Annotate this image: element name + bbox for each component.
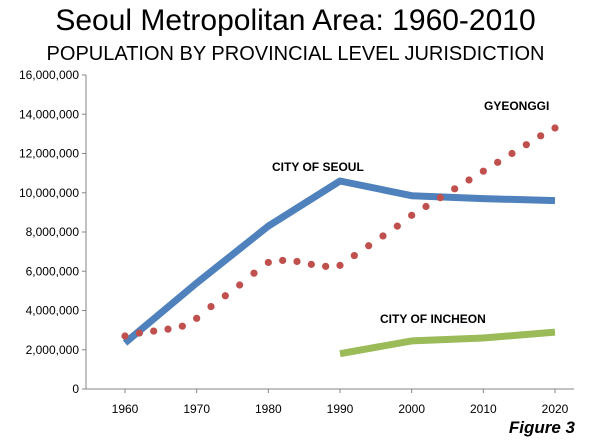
gyeonggi-point	[150, 327, 158, 335]
city-of-incheon-label: CITY OF INCHEON	[380, 312, 486, 326]
city-of-seoul-line	[122, 177, 556, 346]
y-axis-ticks: 0 2,000,000 4,000,000 6,000,000 8,000,000 10,…	[19, 68, 86, 396]
gyeonggi-point	[451, 185, 459, 193]
y-tick-label: 14,000,000	[19, 107, 79, 121]
gyeonggi-point	[121, 332, 129, 340]
gyeonggi-point	[293, 257, 301, 266]
gyeonggi-point	[393, 222, 401, 230]
y-tick-label: 0	[72, 382, 79, 396]
x-tick-label: 2020	[542, 402, 569, 416]
gyeonggi-point	[537, 132, 545, 140]
x-axis-ticks: 1960 1970 1980 1990 2000 2010 2020	[112, 389, 569, 416]
gyeonggi-point	[408, 211, 416, 219]
series-labels: CITY OF SEOUL GYEONGGI CITY OF INCHEON	[272, 99, 549, 326]
chart-subtitle: POPULATION BY PROVINCIAL LEVEL JURISDICT…	[46, 43, 545, 65]
gyeonggi-point	[135, 329, 143, 337]
gyeonggi-point	[193, 314, 201, 322]
gyeonggi-point	[494, 158, 502, 166]
x-tick-label: 2010	[470, 402, 497, 416]
gyeonggi-point	[479, 167, 487, 175]
gyeonggi-point	[236, 281, 244, 289]
x-tick-label: 2000	[398, 402, 425, 416]
gyeonggi-point	[322, 262, 330, 270]
x-tick-label: 1990	[327, 402, 354, 416]
gyeonggi-point	[164, 325, 172, 333]
chart-axes	[85, 75, 574, 390]
gyeonggi-point	[207, 302, 215, 311]
x-tick-label: 1980	[255, 402, 282, 416]
gyeonggi-point	[465, 176, 473, 184]
x-tick-label: 1970	[183, 402, 210, 416]
gyeonggi-point	[307, 260, 315, 268]
gyeonggi-point	[436, 194, 444, 202]
y-tick-label: 16,000,000	[19, 68, 79, 82]
gyeonggi-point	[221, 292, 229, 300]
gyeonggi-point	[336, 261, 344, 269]
y-tick-label: 4,000,000	[26, 304, 80, 318]
gyeonggi-point	[250, 269, 258, 277]
y-tick-label: 12,000,000	[19, 147, 79, 161]
y-tick-label: 6,000,000	[26, 264, 80, 278]
city-of-seoul-label: CITY OF SEOUL	[272, 160, 364, 174]
gyeonggi-point	[264, 258, 272, 267]
figure-label: Figure 3	[508, 418, 575, 437]
city-of-incheon-line	[339, 328, 556, 358]
gyeonggi-point	[350, 251, 358, 260]
chart-title: Seoul Metropolitan Area: 1960-2010	[55, 4, 536, 37]
series-layer	[121, 124, 559, 358]
gyeonggi-point	[551, 124, 559, 132]
y-tick-label: 2,000,000	[26, 343, 80, 357]
gyeonggi-point	[508, 149, 516, 158]
gyeonggi-point	[422, 202, 430, 211]
gyeonggi-point	[379, 232, 387, 240]
gyeonggi-point	[365, 242, 373, 250]
gyeonggi-point	[522, 141, 530, 149]
gyeonggi-label: GYEONGGI	[484, 99, 549, 113]
y-tick-label: 10,000,000	[19, 186, 79, 200]
gyeonggi-point	[178, 322, 186, 330]
x-tick-label: 1960	[112, 402, 139, 416]
gyeonggi-point	[279, 256, 287, 265]
y-tick-label: 8,000,000	[26, 225, 80, 239]
